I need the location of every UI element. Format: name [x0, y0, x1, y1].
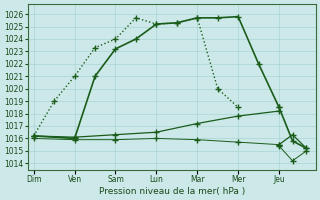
- X-axis label: Pression niveau de la mer( hPa ): Pression niveau de la mer( hPa ): [99, 187, 245, 196]
